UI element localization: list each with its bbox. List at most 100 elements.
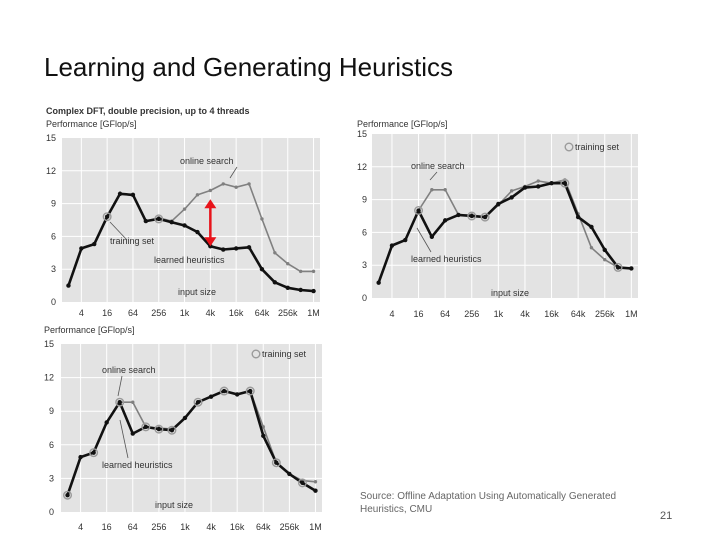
- x-tick-label: 64k: [571, 309, 586, 319]
- online-search-point: [311, 269, 316, 274]
- annotation-leader-line: [117, 375, 123, 397]
- learned-heuristics-point: [169, 428, 175, 433]
- training-set-marker: [154, 424, 164, 434]
- y-tick-label: 0: [49, 507, 54, 517]
- training-set-marker: [414, 206, 424, 216]
- annotation-leader-line: [229, 166, 238, 179]
- x-tick-label: 64: [440, 309, 450, 319]
- learned-heuristics-point: [602, 247, 607, 253]
- online-search-point: [131, 400, 135, 404]
- learned-heuristics-point: [298, 287, 303, 293]
- annotation-leader-line: [429, 171, 438, 181]
- x-tick-label: 4k: [206, 522, 216, 532]
- gap-arrow-head-up: [204, 199, 217, 209]
- learned-heuristics-point: [442, 218, 448, 223]
- plot-area: [61, 344, 322, 512]
- x-tick-label: 256k: [278, 308, 298, 318]
- x-tick-label: 4k: [206, 308, 216, 318]
- legend-label: training set: [575, 142, 620, 152]
- learned-heuristics-point: [629, 266, 634, 271]
- training-set-marker: [89, 448, 99, 458]
- x-tick-label: 4: [79, 308, 84, 318]
- x-tick-label: 16k: [229, 308, 244, 318]
- x-tick-label: 1k: [180, 308, 190, 318]
- y-tick-label: 12: [46, 166, 56, 176]
- learned-heuristics-point: [416, 208, 421, 213]
- slide-title: Learning and Generating Heuristics: [44, 52, 454, 82]
- training-set-marker: [115, 397, 125, 407]
- annotation-label: online search: [180, 156, 234, 166]
- annotation-label: online search: [102, 365, 156, 375]
- chart-bottom-left: 0 3 6 9 12 15 4 16 64 256 1k 4k 16k 64k 256k 1M Performa…: [44, 325, 322, 532]
- learned-heuristics-point: [274, 460, 279, 465]
- online-search-point: [430, 188, 434, 192]
- y-tick-label: 3: [49, 473, 54, 483]
- x-tick-label: 256k: [280, 522, 300, 532]
- learned-heuristics-point: [182, 415, 188, 421]
- training-set-marker: [154, 214, 164, 224]
- x-tick-label: 4k: [520, 309, 530, 319]
- learned-heuristics-point: [156, 216, 161, 222]
- learned-heuristics-point: [300, 480, 305, 486]
- y-tick-label: 9: [362, 195, 367, 205]
- y-tick-label: 15: [46, 133, 56, 143]
- x-tick-label: 64k: [255, 308, 270, 318]
- learned-heuristics-point: [117, 400, 122, 405]
- training-set-marker: [193, 397, 203, 407]
- learned-heuristics-point: [91, 450, 96, 455]
- online-search-point: [298, 269, 303, 274]
- learned-heuristics-point: [469, 213, 474, 219]
- learned-heuristics-point: [259, 267, 265, 272]
- annotation-label: training set: [110, 236, 155, 246]
- y-tick-label: 6: [49, 440, 54, 450]
- y-axis-label: Performance [GFlop/s]: [46, 119, 137, 129]
- annotation-label: learned heuristics: [411, 254, 482, 264]
- training-set-marker: [141, 422, 151, 432]
- learned-heuristics-point: [272, 280, 278, 285]
- learned-heuristics-point: [195, 400, 201, 405]
- training-set-marker: [102, 212, 112, 222]
- learned-heuristics-point: [92, 241, 97, 247]
- x-tick-label: 16: [414, 309, 424, 319]
- learned-heuristics-point: [285, 285, 290, 290]
- learned-heuristics-point: [130, 431, 135, 436]
- training-set-marker: [271, 458, 281, 468]
- x-tick-label: 64: [128, 522, 138, 532]
- learned-heuristics-point: [615, 265, 621, 270]
- online-search-point: [234, 185, 238, 189]
- annotation-label: online search: [411, 161, 465, 171]
- training-set-marker: [167, 425, 177, 435]
- x-tick-label: 1M: [307, 308, 320, 318]
- y-tick-label: 6: [362, 227, 367, 237]
- learned-heuristics-point: [429, 234, 435, 239]
- training-set-marker: [560, 178, 570, 188]
- annotation-leader-line: [119, 419, 129, 459]
- learned-heuristics-point: [130, 192, 136, 198]
- online-search-point: [443, 188, 447, 192]
- training-set-marker: [219, 386, 229, 396]
- learned-heuristics-point: [496, 201, 501, 207]
- training-set-marker: [297, 478, 307, 488]
- y-tick-label: 3: [362, 260, 367, 270]
- x-tick-label: 16k: [230, 522, 245, 532]
- learned-heuristics-point: [65, 493, 70, 498]
- learned-heuristics-point: [117, 191, 123, 196]
- learned-heuristics-point: [536, 184, 541, 189]
- learned-heuristics-line: [377, 181, 632, 284]
- legend-training-set-marker: [564, 142, 574, 152]
- learned-heuristics-line: [66, 389, 317, 496]
- learned-heuristics-point: [169, 219, 174, 225]
- annotation-label: learned heuristics: [154, 255, 225, 265]
- online-search-point: [247, 182, 251, 186]
- learned-heuristics-point: [78, 454, 83, 460]
- learned-heuristics-point: [589, 224, 594, 230]
- x-tick-label: 256k: [595, 309, 615, 319]
- legend-label: training set: [262, 349, 307, 359]
- learned-heuristics-point: [104, 420, 109, 425]
- learned-heuristics-point: [509, 195, 514, 200]
- online-search-point: [509, 189, 514, 193]
- x-tick-label: 1k: [180, 522, 190, 532]
- y-axis-label: Performance [GFlop/s]: [44, 325, 135, 335]
- learned-heuristics-point: [221, 247, 226, 252]
- learned-heuristics-point: [234, 392, 240, 397]
